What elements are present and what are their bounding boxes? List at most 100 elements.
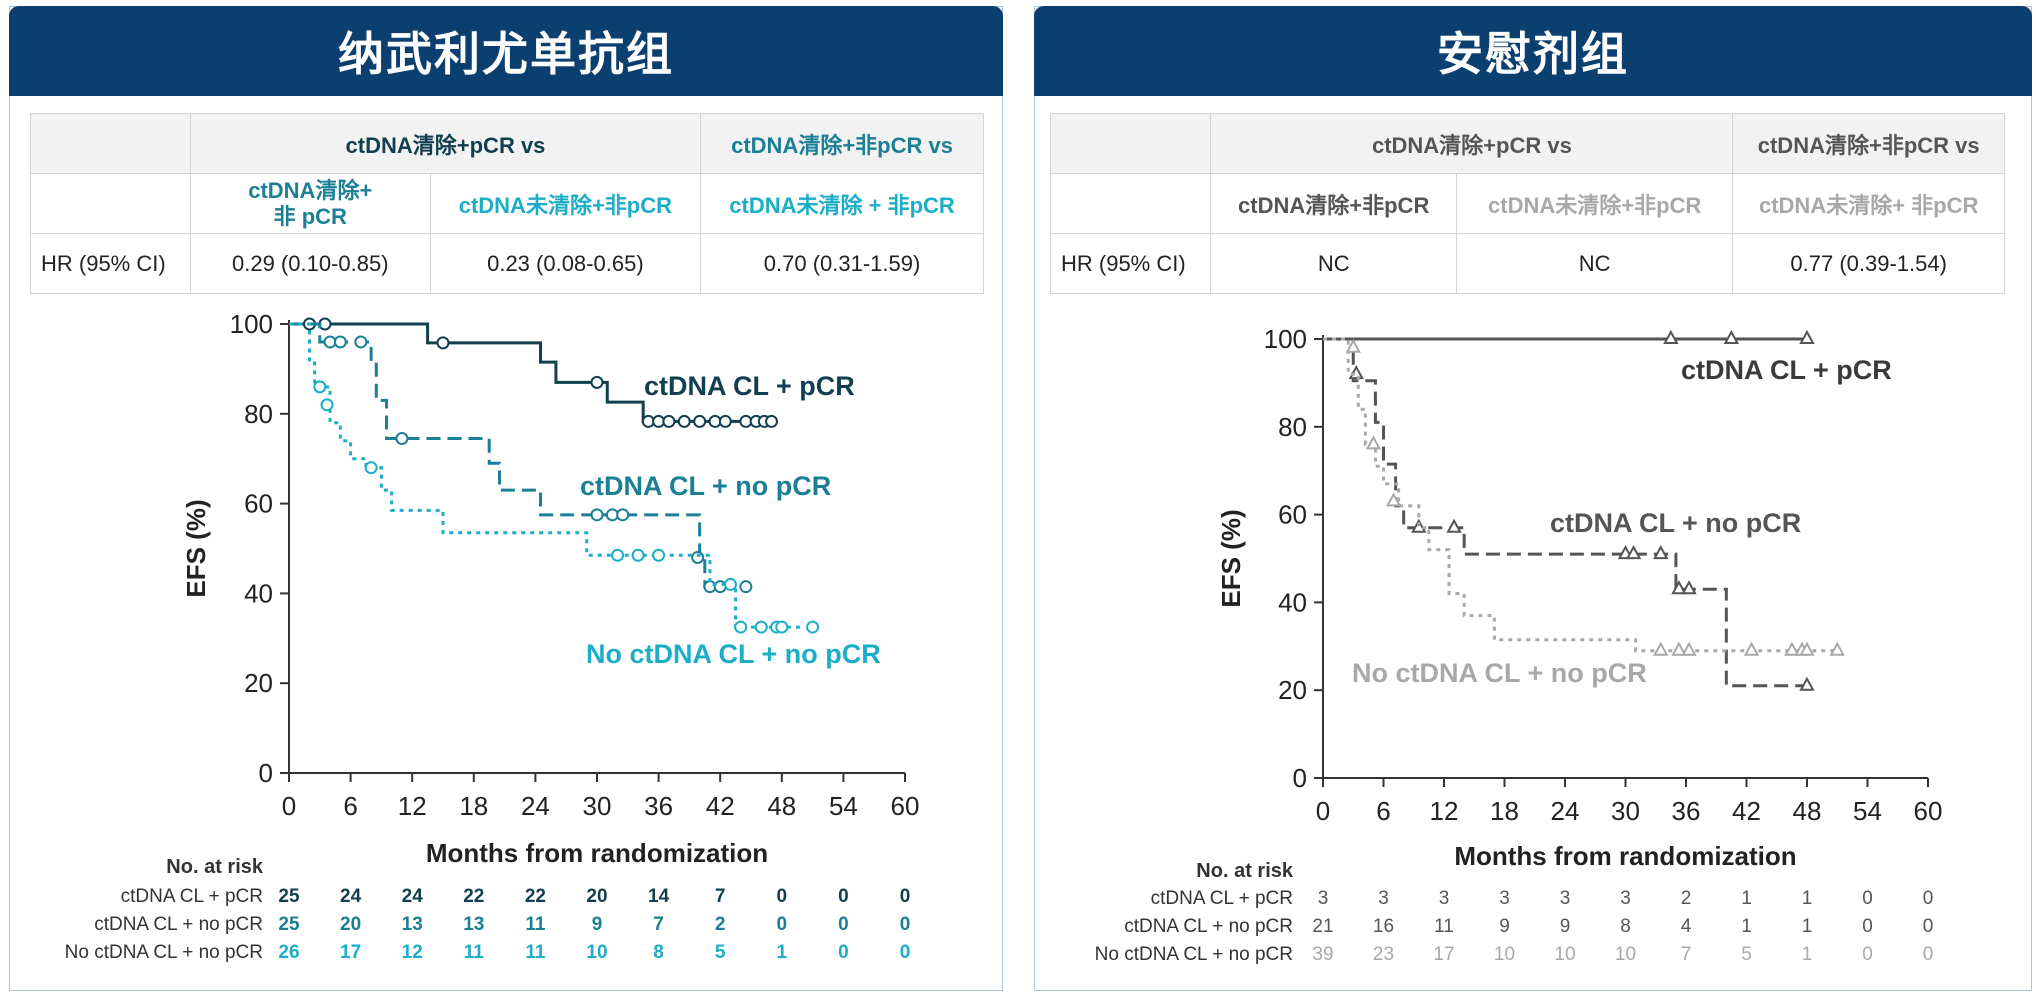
at-risk-count-ctdna-cl-no-pcr: 8 — [1620, 916, 1631, 937]
header-group-2: ctDNA清除+非pCR vs — [1732, 113, 2005, 174]
at-risk-count-ctdna-cl-no-pcr: 1 — [1741, 916, 1752, 937]
censor-mark-no-ctdna-cl-no-pcr — [1365, 435, 1382, 450]
at-risk-count-no-ctdna-cl-no-pcr: 0 — [838, 942, 849, 963]
censor-mark-ctdna-cl-no-pcr — [1671, 580, 1687, 595]
at-risk-count-ctdna-cl-no-pcr: 0 — [1862, 916, 1873, 937]
at-risk-count-ctdna-cl-pcr: 20 — [586, 886, 607, 907]
censor-mark-no-ctdna-cl-no-pcr — [754, 620, 768, 634]
x-tick-label: 0 — [1316, 796, 1330, 826]
x-tick-label: 0 — [282, 791, 296, 821]
placebo-panel-title: 安慰剂组 — [1034, 6, 2032, 96]
at-risk-count-ctdna-cl-pcr: 24 — [402, 886, 424, 907]
y-tick-label: 60 — [244, 489, 273, 519]
censor-mark-ctdna-cl-no-pcr — [739, 580, 753, 594]
x-tick-label: 6 — [1376, 796, 1390, 826]
censor-mark-ctdna-cl-no-pcr — [1653, 545, 1669, 560]
series-label-ctdna-cl-no-pcr: ctDNA CL + no pCR — [1550, 508, 1801, 538]
at-risk-count-ctdna-cl-no-pcr: 20 — [340, 914, 361, 935]
censor-mark-ctdna-cl-no-pcr — [1446, 518, 1462, 533]
at-risk-count-ctdna-cl-no-pcr: 0 — [838, 914, 849, 935]
hr-value-2: 0.23 (0.08-0.65) — [429, 233, 702, 294]
at-risk-count-ctdna-cl-no-pcr: 11 — [525, 914, 546, 935]
hr-row-label: HR (95% CI) — [30, 233, 191, 294]
at-risk-count-ctdna-cl-pcr: 0 — [1862, 888, 1873, 909]
x-tick-label: 42 — [1732, 796, 1761, 826]
censor-mark-ctdna-cl-no-pcr — [616, 508, 630, 522]
at-risk-count-no-ctdna-cl-no-pcr: 1 — [777, 942, 788, 963]
censor-mark-ctdna-cl-no-pcr — [354, 335, 368, 349]
x-tick-label: 36 — [644, 791, 673, 821]
at-risk-label-no-ctdna-cl-no-pcr: No ctDNA CL + no pCR — [65, 942, 263, 963]
censor-mark-no-ctdna-cl-no-pcr — [734, 620, 748, 634]
x-tick-label: 12 — [1430, 796, 1459, 826]
at-risk-count-ctdna-cl-pcr: 0 — [1923, 888, 1934, 909]
censor-mark-ctdna-cl-pcr — [693, 414, 707, 428]
censor-mark-no-ctdna-cl-no-pcr — [723, 577, 737, 591]
censor-mark-ctdna-cl-pcr — [1723, 329, 1740, 344]
header-group-1: ctDNA清除+pCR vs — [189, 113, 702, 174]
at-risk-count-no-ctdna-cl-no-pcr: 10 — [1554, 944, 1575, 965]
censor-mark-no-ctdna-cl-no-pcr — [364, 461, 378, 475]
table-corner — [1049, 113, 1212, 174]
censor-mark-ctdna-cl-no-pcr — [1625, 545, 1642, 560]
at-risk-count-no-ctdna-cl-no-pcr: 10 — [1615, 944, 1636, 965]
at-risk-count-ctdna-cl-no-pcr: 9 — [592, 914, 603, 935]
series-label-ctdna-cl-pcr: ctDNA CL + pCR — [1681, 355, 1892, 385]
censor-mark-no-ctdna-cl-no-pcr — [1743, 641, 1760, 656]
at-risk-count-ctdna-cl-pcr: 2 — [1681, 888, 1692, 909]
censor-mark-no-ctdna-cl-no-pcr — [1671, 641, 1687, 656]
at-risk-count-no-ctdna-cl-no-pcr: 5 — [715, 942, 726, 963]
at-risk-count-ctdna-cl-pcr: 7 — [715, 886, 726, 907]
at-risk-count-no-ctdna-cl-no-pcr: 10 — [1494, 944, 1515, 965]
placebo-hr-table: ctDNA清除+pCR vs ctDNA清除+非pCR vs ctDNA清除+非… — [1049, 113, 2005, 294]
at-risk-count-ctdna-cl-no-pcr: 7 — [653, 914, 664, 935]
at-risk-count-ctdna-cl-pcr: 0 — [900, 886, 911, 907]
censor-mark-ctdna-cl-no-pcr — [395, 431, 409, 445]
at-risk-count-no-ctdna-cl-no-pcr: 12 — [402, 942, 423, 963]
nivolumab-panel: 纳武利尤单抗组 ctDNA清除+pCR vs ctDNA清除+非pCR vs c… — [9, 6, 1003, 991]
at-risk-count-no-ctdna-cl-no-pcr: 39 — [1312, 944, 1333, 965]
series-label-ctdna-cl-pcr: ctDNA CL + pCR — [644, 371, 855, 401]
at-risk-count-ctdna-cl-no-pcr: 21 — [1312, 916, 1333, 937]
x-tick-label: 60 — [891, 791, 920, 821]
header-group-2: ctDNA清除+非pCR vs — [700, 113, 984, 174]
at-risk-count-ctdna-cl-pcr: 24 — [340, 886, 362, 907]
at-risk-count-ctdna-cl-pcr: 3 — [1318, 888, 1329, 909]
hr-value-1: 0.29 (0.10-0.85) — [189, 233, 431, 294]
censor-mark-ctdna-cl-pcr — [1799, 329, 1815, 344]
subheader-3: ctDNA未清除 + 非pCR — [700, 173, 984, 234]
censor-mark-no-ctdna-cl-no-pcr — [611, 548, 625, 562]
y-tick-label: 80 — [244, 399, 273, 429]
y-tick-label: 20 — [1278, 675, 1307, 705]
at-risk-count-ctdna-cl-no-pcr: 0 — [777, 914, 788, 935]
hr-row-label: HR (95% CI) — [1049, 233, 1212, 294]
x-tick-label: 54 — [829, 791, 858, 821]
subheader-1: ctDNA清除+ 非 pCR — [189, 173, 431, 234]
censor-mark-no-ctdna-cl-no-pcr — [320, 398, 334, 412]
y-tick-label: 0 — [259, 758, 273, 788]
x-axis-title: Months from randomization — [1454, 841, 1796, 871]
at-risk-count-no-ctdna-cl-no-pcr: 26 — [278, 942, 299, 963]
at-risk-header: No. at risk — [166, 856, 264, 878]
censor-mark-ctdna-cl-pcr — [662, 414, 676, 428]
y-tick-label: 40 — [244, 578, 273, 608]
y-tick-label: 0 — [1293, 763, 1307, 793]
at-risk-count-ctdna-cl-pcr: 3 — [1439, 888, 1450, 909]
at-risk-count-ctdna-cl-pcr: 14 — [648, 886, 670, 907]
series-line-ctdna-cl-no-pcr — [289, 322, 746, 589]
x-tick-label: 48 — [1793, 796, 1822, 826]
x-tick-label: 12 — [398, 791, 427, 821]
at-risk-count-no-ctdna-cl-no-pcr: 10 — [586, 942, 607, 963]
x-tick-label: 54 — [1853, 796, 1882, 826]
censor-mark-no-ctdna-cl-no-pcr — [1345, 338, 1361, 353]
hr-value-2: NC — [1455, 233, 1734, 294]
series-label-ctdna-cl-no-pcr: ctDNA CL + no pCR — [580, 471, 831, 501]
at-risk-count-no-ctdna-cl-no-pcr: 1 — [1802, 944, 1813, 965]
hr-value-3: 0.77 (0.39-1.54) — [1732, 233, 2005, 294]
x-tick-label: 42 — [706, 791, 735, 821]
x-tick-label: 30 — [1611, 796, 1640, 826]
at-risk-count-ctdna-cl-pcr: 22 — [463, 886, 484, 907]
censor-mark-ctdna-cl-pcr — [765, 414, 779, 428]
